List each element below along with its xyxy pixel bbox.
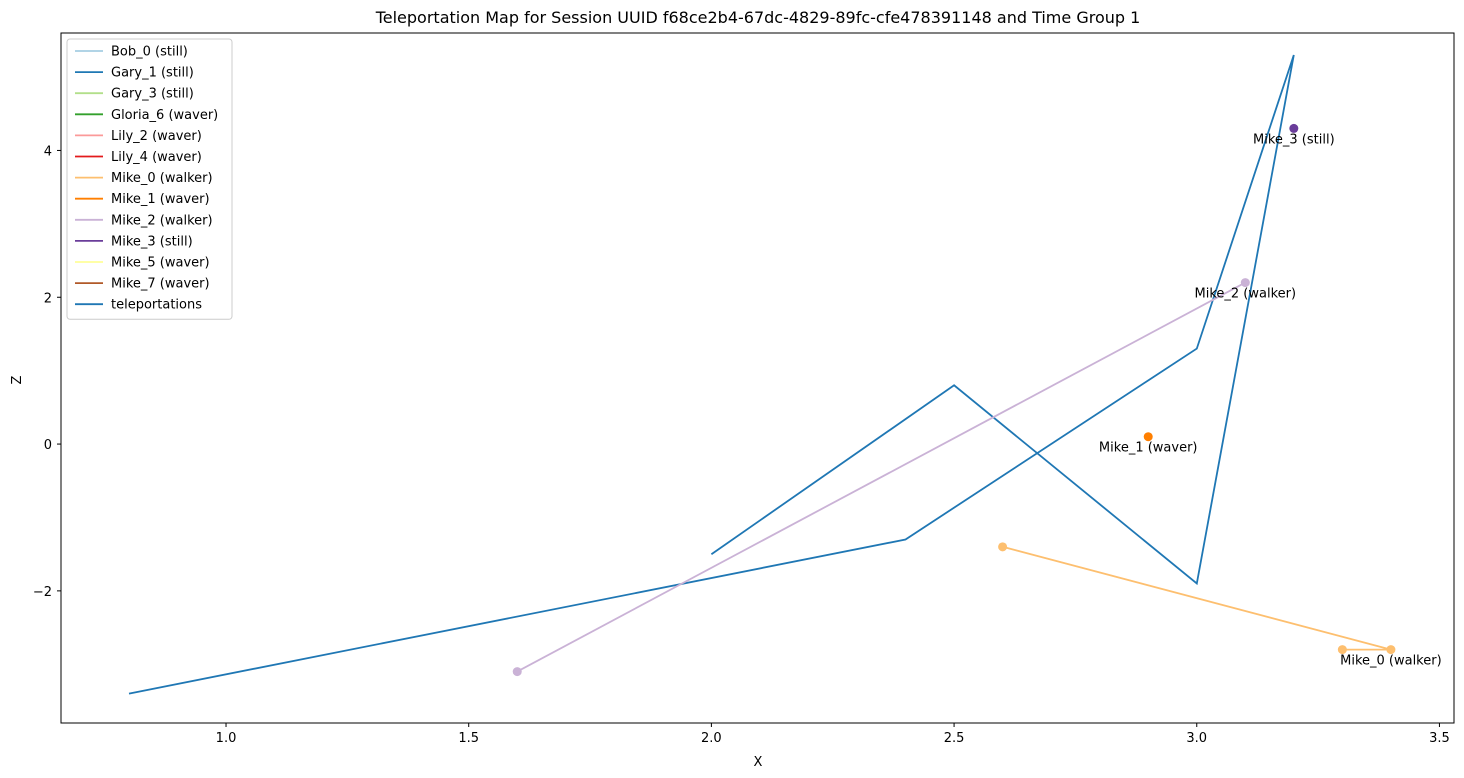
y-tick-label: 2	[44, 291, 52, 306]
series-layer	[128, 54, 1396, 695]
legend-entry-label: Mike_1 (waver)	[111, 192, 210, 207]
data-point-mike-2-walker	[512, 667, 522, 677]
annotation-mike-0-walker: Mike_0 (walker)	[1340, 654, 1442, 669]
legend-entry-label: Bob_0 (still)	[111, 45, 188, 60]
x-tick-label: 2.5	[944, 731, 965, 746]
legend-entry-label: Mike_5 (waver)	[111, 256, 210, 271]
x-tick-label: 1.0	[216, 731, 237, 746]
legend-entry-label: Mike_2 (walker)	[111, 213, 213, 228]
y-tick-label: 0	[44, 438, 52, 453]
legend-box	[66, 38, 233, 320]
data-point-mike-0-walker	[1386, 645, 1396, 655]
data-point-mike-1-waver	[1143, 432, 1153, 442]
legend: Bob_0 (still) Gary_1 (still) Gary_3 (still…	[66, 38, 233, 320]
legend-entry-label: Gary_1 (still)	[111, 66, 194, 81]
series-line-teleportations	[128, 54, 1295, 695]
data-point-mike-2-walker	[1240, 278, 1250, 288]
legend-entry-label: Lily_2 (waver)	[111, 129, 202, 144]
annotation-layer: Mike_0 (walker) Mike_1 (waver) Mike_2 (wal…	[1099, 132, 1442, 668]
annotation-mike-1-waver: Mike_1 (waver)	[1099, 441, 1198, 456]
annotation-mike-3-still: Mike_3 (still)	[1253, 132, 1335, 147]
y-axis: −2 0 2 4	[33, 144, 61, 600]
legend-entry-label: teleportations	[111, 298, 202, 313]
x-axis-label: X	[754, 755, 763, 770]
series-line-mike-2-walker	[516, 281, 1246, 673]
x-tick-label: 1.5	[458, 731, 479, 746]
data-point-mike-0-walker	[998, 542, 1008, 552]
legend-entry-label: Gloria_6 (waver)	[111, 108, 218, 123]
plot-frame	[60, 32, 1455, 724]
x-axis: 1.0 1.5 2.0 2.5 3.0 3.5	[216, 723, 1450, 746]
x-tick-label: 3.0	[1186, 731, 1207, 746]
y-axis-label: Z	[10, 375, 25, 384]
x-tick-label: 3.5	[1429, 731, 1450, 746]
data-point-mike-0-walker	[1337, 645, 1347, 655]
x-tick-label: 2.0	[701, 731, 722, 746]
data-point-mike-3-still	[1289, 123, 1299, 133]
legend-entry-label: Mike_0 (walker)	[111, 171, 213, 186]
annotation-mike-2-walker: Mike_2 (walker)	[1195, 287, 1297, 302]
legend-entry-label: Mike_7 (waver)	[111, 277, 210, 292]
legend-entry-label: Lily_4 (waver)	[111, 150, 202, 165]
y-tick-label: 4	[44, 144, 52, 159]
legend-entry-label: Gary_3 (still)	[111, 87, 194, 102]
legend-entry-label: Mike_3 (still)	[111, 234, 193, 249]
chart-title: Teleportation Map for Session UUID f68ce…	[375, 8, 1141, 27]
y-tick-label: −2	[33, 585, 52, 600]
